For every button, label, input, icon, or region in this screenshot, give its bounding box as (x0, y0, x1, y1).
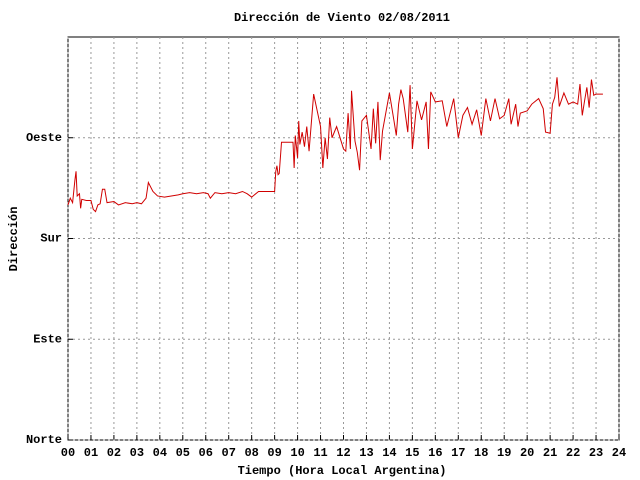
x-tick-label: 15 (405, 446, 419, 460)
data-line (67, 77, 603, 213)
x-tick-label: 12 (336, 446, 350, 460)
x-tick-label: 13 (359, 446, 373, 460)
x-tick-label: 23 (589, 446, 603, 460)
x-tick-label: 10 (290, 446, 304, 460)
y-tick-label: Sur (40, 232, 62, 246)
x-tick-label: 03 (130, 446, 144, 460)
x-tick-label: 18 (474, 446, 488, 460)
x-tick-label: 19 (497, 446, 511, 460)
x-tick-label: 14 (382, 446, 396, 460)
x-tick-label: 04 (153, 446, 167, 460)
x-tick-label: 00 (61, 446, 75, 460)
x-tick-label: 08 (244, 446, 258, 460)
x-tick-label: 09 (267, 446, 281, 460)
x-tick-label: 11 (313, 446, 327, 460)
x-tick-label: 16 (428, 446, 442, 460)
x-tick-label: 20 (520, 446, 534, 460)
x-axis-label: Tiempo (Hora Local Argentina) (238, 464, 447, 478)
x-tick-label: 21 (543, 446, 557, 460)
y-tick-label: Norte (26, 433, 62, 447)
y-tick-label: Este (33, 332, 62, 346)
x-tick-label: 06 (199, 446, 213, 460)
chart-title: Dirección de Viento 02/08/2011 (234, 11, 450, 25)
x-tick-label: 17 (451, 446, 465, 460)
x-tick-label: 01 (84, 446, 98, 460)
x-tick-label: 22 (566, 446, 580, 460)
y-tick-label: Oeste (26, 131, 62, 145)
x-tick-label: 05 (176, 446, 190, 460)
x-tick-label: 02 (107, 446, 121, 460)
y-axis-label: Dirección (7, 207, 21, 272)
x-tick-label: 24 (612, 446, 626, 460)
x-tick-label: 07 (222, 446, 236, 460)
